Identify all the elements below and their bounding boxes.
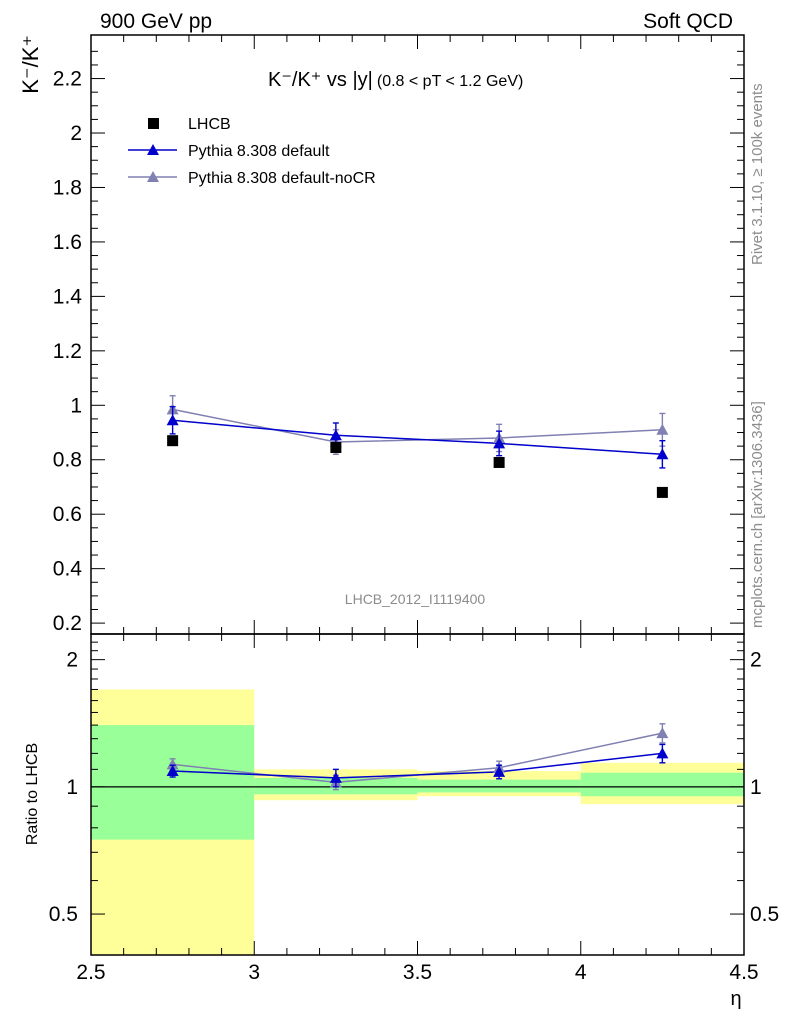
legend-label-nocr: Pythia 8.308 default-noCR — [188, 170, 376, 187]
plot-elements: 0.2 0.4 0.6 0.8 1 1.2 1.4 1.6 1.8 2 2.2 2.5 3 3.5 4 4.5… — [49, 34, 779, 984]
legend-marker-nocr — [147, 171, 159, 182]
ratio-y-tick-label-left: 2 — [66, 649, 78, 672]
chart-title-cut: (0.8 < pT < 1.2 GeV) — [377, 73, 523, 90]
x-axis-label: η — [730, 988, 741, 1010]
watermark: LHCB_2012_I1119400 — [345, 591, 486, 607]
main-y-tick-label: 2 — [70, 122, 82, 145]
x-tick-label: 4.5 — [729, 961, 758, 984]
main-point-triangle — [656, 423, 669, 435]
main-point-triangle — [656, 448, 669, 460]
x-tick-label: 3 — [248, 961, 260, 984]
ratio-series-line — [172, 752, 663, 779]
legend-label-default: Pythia 8.308 default — [188, 143, 330, 160]
main-point-triangle — [329, 429, 342, 441]
main-y-tick-label: 0.8 — [53, 449, 82, 472]
main-y-tick-label: 1.8 — [53, 176, 82, 199]
main-point-triangle — [166, 414, 179, 426]
main-y-tick-label: 1 — [70, 394, 82, 417]
legend-marker-lhcb — [148, 118, 159, 129]
ratio-point-triangle — [166, 765, 179, 777]
ratio-point-triangle — [656, 747, 669, 759]
x-tick-label: 4 — [575, 961, 587, 984]
main-point-data — [656, 486, 668, 498]
main-point-data — [167, 435, 179, 447]
side-text-mcplots: mcplots.cern.ch [arXiv:1306.3436] — [749, 401, 766, 628]
main-y-tick-label: 1.4 — [53, 285, 83, 308]
x-tick-label: 2.5 — [76, 961, 105, 984]
ratio-point-triangle — [493, 765, 506, 777]
header-left: 900 GeV pp — [100, 10, 212, 33]
ratio-band-inner — [580, 772, 744, 797]
main-series-line — [172, 419, 663, 456]
main-point-triangle — [493, 437, 506, 449]
legend-marker-default — [147, 144, 159, 155]
ratio-band-inner — [91, 725, 255, 840]
ratio-point-triangle — [329, 771, 342, 783]
ratio-ylabel: Ratio to LHCB — [24, 743, 41, 845]
main-ylabel: K⁻/K⁺ — [18, 35, 43, 94]
header-right: Soft QCD — [643, 10, 733, 33]
main-point-data — [330, 441, 342, 453]
ratio-band-inner — [417, 779, 581, 793]
main-y-tick-label: 1.2 — [53, 340, 82, 363]
main-point-data — [493, 456, 505, 468]
ratio-y-tick-label-left: 0.5 — [49, 903, 78, 926]
main-y-tick-label: 0.6 — [53, 503, 82, 526]
x-tick-label: 3.5 — [403, 961, 432, 984]
ratio-y-tick-label-right: 0.5 — [750, 903, 779, 926]
ratio-point-triangle — [166, 758, 179, 770]
main-y-tick-label: 2.2 — [53, 68, 82, 91]
chart-title-main: K⁻/K⁺ vs |y| — [268, 69, 373, 91]
ratio-y-tick-label-right: 2 — [750, 649, 762, 672]
main-y-tick-label: 0.2 — [53, 612, 82, 635]
ratio-point-triangle — [656, 727, 669, 739]
ratio-y-tick-label-right: 1 — [750, 776, 762, 799]
chart-title: K⁻/K⁺ vs |y| (0.8 < pT < 1.2 GeV) — [268, 69, 523, 91]
legend-label-lhcb: LHCB — [188, 116, 231, 133]
side-text-rivet: Rivet 3.1.10, ≥ 100k events — [749, 83, 766, 265]
main-y-tick-label: 1.6 — [53, 231, 82, 254]
legend: LHCB Pythia 8.308 default Pythia 8.308 d… — [128, 116, 376, 187]
main-series-line — [172, 408, 663, 443]
main-y-tick-label: 0.4 — [53, 558, 83, 581]
ratio-y-tick-label-left: 1 — [66, 776, 78, 799]
